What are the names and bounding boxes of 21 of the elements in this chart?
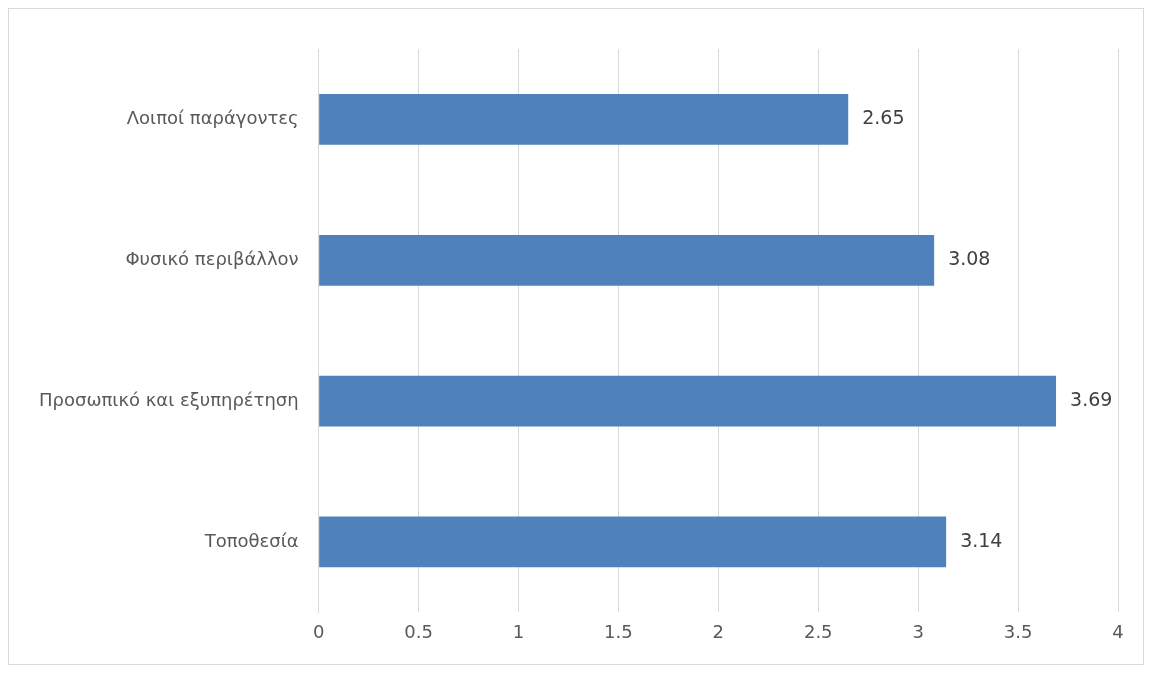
x-tick-label: 3.5 (1003, 620, 1033, 642)
x-tick-label: 2 (712, 620, 725, 642)
data-label: 3.08 (948, 247, 991, 270)
x-tick-label: 1 (512, 620, 525, 642)
x-tick-label: 4 (1112, 620, 1124, 642)
bar (319, 94, 849, 145)
y-tick-label: Τοποθεσία (203, 529, 299, 551)
bar (319, 234, 935, 286)
y-tick-label: Φυσικό περιβάλλον (125, 247, 299, 269)
data-label: 3.69 (1070, 388, 1113, 411)
y-tick-label: Λοιποί παράγοντες (126, 107, 299, 129)
x-tick-label: 0.5 (404, 620, 433, 642)
x-tick-label: 2.5 (803, 620, 833, 642)
x-tick-label: 3 (912, 620, 924, 642)
x-tick-label: 1.5 (604, 620, 633, 642)
x-tick-label: 0 (312, 620, 325, 642)
data-label: 2.65 (862, 106, 905, 129)
bar (319, 375, 1057, 427)
y-tick-label: Προσωπικό και εξυπηρέτηση (39, 388, 299, 410)
data-label: 3.14 (960, 528, 1003, 551)
bar (319, 516, 947, 568)
